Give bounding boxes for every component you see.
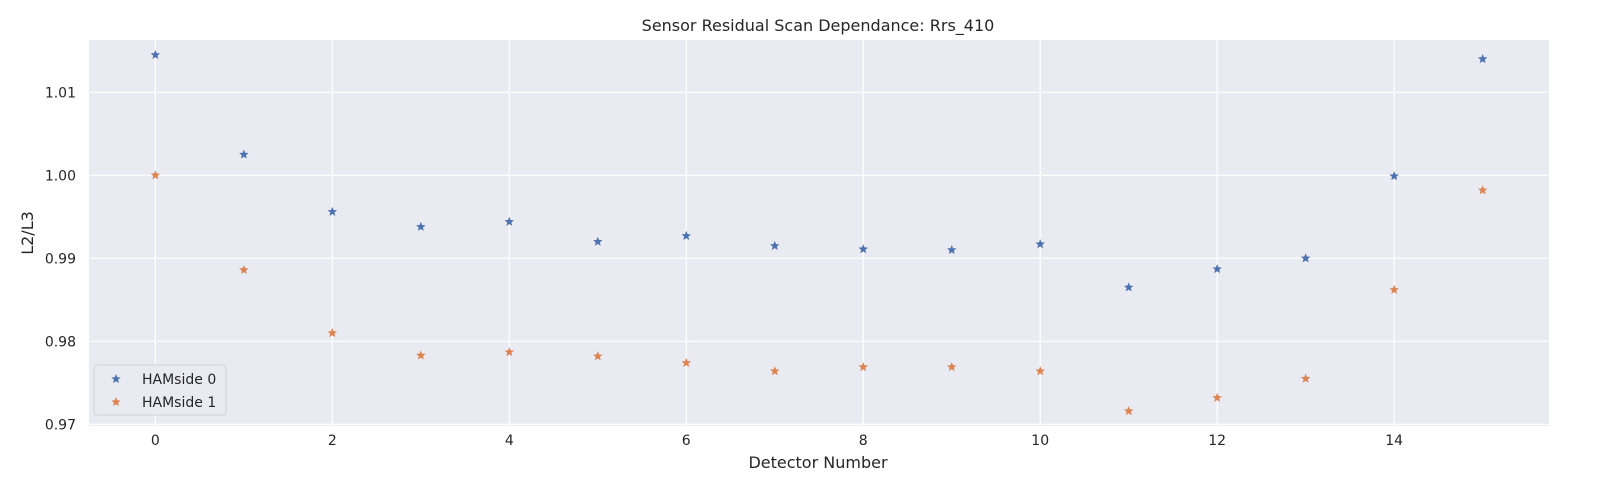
x-tick-label: 8 (859, 433, 868, 449)
chart-title: Sensor Residual Scan Dependance: Rrs_410 (642, 16, 995, 36)
data-point (946, 245, 957, 255)
series-1 (150, 170, 1488, 416)
data-point (1035, 239, 1045, 249)
data-point (1389, 284, 1399, 294)
y-tick-label: 0.97 (45, 417, 76, 433)
data-point (593, 351, 603, 361)
data-point (1212, 264, 1222, 274)
x-tick-label: 10 (1031, 433, 1049, 449)
data-point (504, 347, 515, 357)
x-tick-label: 12 (1208, 433, 1226, 449)
x-tick-label: 4 (505, 433, 514, 449)
legend: HAMside 0 HAMside 1 (93, 364, 227, 416)
legend-marker (111, 397, 121, 407)
data-point (858, 362, 868, 372)
data-point (504, 216, 515, 226)
x-axis-label: Detector Number (748, 453, 888, 472)
data-point (239, 264, 249, 274)
x-tick-label: 6 (682, 433, 691, 449)
series-0 (150, 49, 1488, 292)
data-point (681, 357, 692, 367)
legend-marker (111, 374, 121, 384)
data-point (150, 49, 161, 59)
x-axis-ticks: 0 2 4 6 8 10 12 14 (151, 433, 1403, 449)
data-point (416, 350, 426, 360)
y-axis-ticks: 0.97 0.98 0.99 1.00 1.01 (45, 85, 76, 433)
data-point (1477, 54, 1488, 64)
data-point (1300, 373, 1311, 383)
data-point (1123, 282, 1134, 292)
data-point (1477, 185, 1488, 195)
x-tick-label: 0 (151, 433, 160, 449)
legend-box (93, 364, 227, 416)
data-point (1212, 392, 1222, 402)
y-tick-label: 1.01 (45, 85, 76, 101)
y-axis-label: L2/L3 (18, 211, 37, 255)
x-tick-label: 2 (328, 433, 337, 449)
y-tick-label: 1.00 (45, 168, 76, 184)
data-point (150, 170, 161, 180)
data-point (1123, 406, 1134, 416)
legend-label: HAMside 0 (142, 372, 216, 388)
y-tick-label: 0.99 (45, 251, 76, 267)
data-point (681, 230, 692, 240)
data-point (770, 240, 780, 250)
data-point (593, 236, 603, 246)
data-point (327, 206, 338, 216)
legend-label: HAMside 1 (142, 395, 216, 411)
y-tick-label: 0.98 (45, 334, 76, 350)
x-tick-label: 14 (1385, 433, 1403, 449)
data-point (239, 149, 249, 159)
data-point (1035, 366, 1045, 376)
data-point (327, 328, 338, 338)
data-point (770, 366, 780, 376)
plot-area (89, 40, 1549, 426)
data-point (858, 244, 868, 254)
data-point (416, 221, 426, 231)
data-point (1389, 171, 1399, 181)
data-points (150, 49, 1488, 416)
data-point (1300, 253, 1311, 263)
gridlines (89, 40, 1549, 426)
data-point (946, 362, 957, 372)
